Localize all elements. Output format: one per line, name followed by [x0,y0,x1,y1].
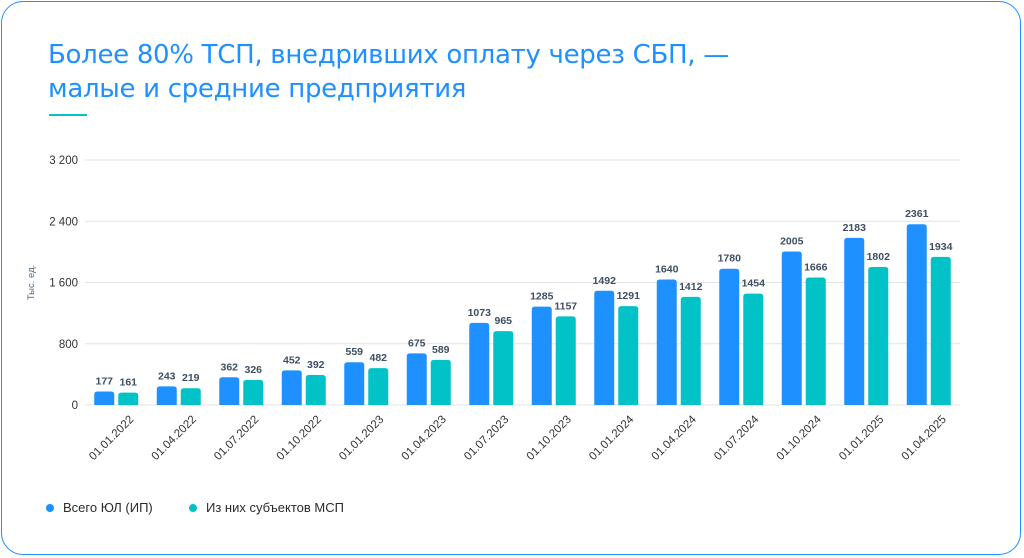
bar-series-2 [805,277,826,405]
chart-title-line-1: Более 80% ТСП, внедривших оплату через С… [48,40,729,70]
x-tick-label: 01.04.2024 [650,413,700,463]
data-label: 482 [369,352,387,364]
bar-series-1 [531,306,552,405]
data-label: 965 [494,315,512,327]
x-tick-label: 01.07.2024 [712,413,762,463]
x-tick-label: 01.10.2024 [775,413,825,463]
data-label: 1492 [593,275,617,287]
data-label: 1291 [617,290,641,302]
bar-series-1 [406,353,427,405]
bar-series-2 [493,331,514,405]
x-tick-label: 01.01.2024 [587,413,637,463]
bar-series-1 [469,322,490,405]
data-label: 326 [244,364,262,376]
data-label: 1934 [929,241,953,253]
bar-series-2 [305,374,326,405]
y-tick-label: 3 200 [49,155,78,167]
x-tick-label: 01.01.2025 [837,414,886,463]
bar-series-2 [555,316,576,405]
data-label: 1454 [742,278,766,290]
data-label: 1666 [804,261,828,273]
x-tick-label: 01.07.2023 [462,414,511,463]
y-tick-label: 800 [59,339,78,351]
bar-series-1 [156,386,177,405]
chart-title: Более 80% ТСП, внедривших оплату через С… [48,38,948,106]
bar-series-2 [243,380,264,405]
bar-series-1 [281,370,302,405]
bar-series-2 [618,306,639,405]
x-tick-label: 01.04.2025 [900,414,949,463]
bar-series-2 [430,359,451,405]
x-tick-label: 01.04.2022 [150,414,199,463]
data-label: 589 [432,344,450,356]
bar-series-1 [844,237,865,405]
data-label: 2183 [843,222,867,234]
title-underline [49,114,87,116]
legend-item-series-2: Из них субъектов МСП [189,500,344,515]
data-label: 1285 [530,291,554,303]
bar-series-1 [781,251,802,405]
legend-dot-series-2 [189,503,197,512]
y-tick-label: 0 [72,400,78,412]
bar-series-1 [656,279,677,405]
data-label: 452 [283,354,301,366]
data-label: 1412 [679,281,703,293]
chart-title-line-2: малые и средние предприятия [48,74,467,104]
y-axis-title: Тыс. ед. [26,265,37,301]
bar-series-2 [180,388,201,405]
bar-series-1 [906,224,927,405]
y-tick-label: 2 400 [49,216,78,228]
legend-label-series-2: Из них субъектов МСП [206,500,344,515]
data-label: 1157 [554,300,577,312]
data-label: 2361 [905,208,929,220]
data-label: 177 [95,375,113,387]
x-tick-label: 01.10.2022 [275,414,324,463]
bar-series-2 [680,296,701,405]
data-label: 392 [307,359,325,371]
x-tick-label: 01.10.2023 [525,414,574,463]
legend-dot-series-1 [46,503,54,512]
bar-series-1 [94,391,115,405]
legend-item-series-1: Всего ЮЛ (ИП) [46,500,153,515]
data-label: 1780 [718,253,742,265]
bar-series-2 [118,392,139,405]
x-tick-label: 01.01.2022 [87,414,136,463]
legend-label-series-1: Всего ЮЛ (ИП) [63,500,153,515]
data-label: 2005 [780,235,804,247]
data-label: 1073 [468,307,492,319]
data-label: 559 [345,346,363,358]
x-tick-label: 01.04.2023 [400,414,449,463]
bar-series-2 [868,267,889,405]
data-label: 362 [220,361,238,373]
bar-series-1 [594,290,615,405]
y-tick-label: 1 600 [49,278,78,290]
x-tick-label: 01.01.2023 [337,414,386,463]
x-tick-label: 01.07.2022 [212,414,261,463]
data-label: 219 [182,372,200,384]
data-label: 243 [158,370,176,382]
bar-series-2 [930,256,951,405]
bar-series-2 [743,293,764,405]
bar-series-1 [719,268,740,405]
bar-series-1 [219,377,240,405]
data-label: 675 [408,337,426,349]
data-label: 161 [119,377,137,389]
bar-series-2 [368,368,389,405]
data-label: 1640 [655,263,679,275]
bar-series-1 [344,362,365,405]
data-label: 1802 [867,251,891,263]
